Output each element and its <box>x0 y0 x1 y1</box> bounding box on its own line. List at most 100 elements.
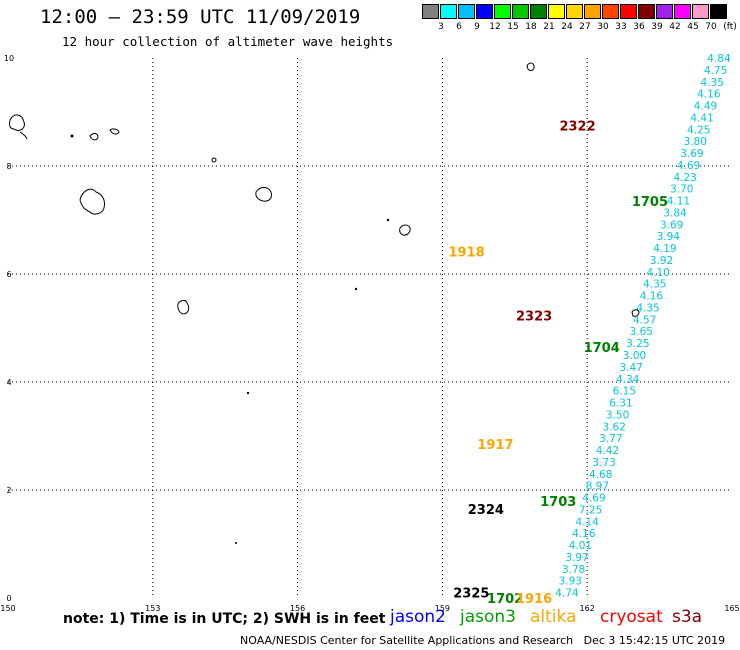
swh-value: 3.97 <box>565 552 588 564</box>
island-dot <box>70 134 74 138</box>
swh-value: 8.97 <box>586 481 609 493</box>
swh-value: 6.15 <box>613 386 636 398</box>
island-outline <box>631 309 640 317</box>
track-times: 2322 1705 1918 2323 1704 1917 1703 2324 23251702… <box>448 120 668 608</box>
island-outline <box>177 300 190 315</box>
colorbar-swatch <box>494 4 511 19</box>
swh-value: 4.35 <box>636 302 659 314</box>
x-tick-label: 162 <box>580 604 595 613</box>
swh-value: 4.74 <box>555 588 579 600</box>
swh-value: 3.00 <box>623 350 646 362</box>
swh-value: 4.16 <box>697 89 721 101</box>
colorbar-swatch <box>584 4 601 19</box>
swh-value: 4.34 <box>616 374 640 386</box>
colorbar-label: 15 <box>507 22 519 32</box>
swh-value: 3.25 <box>626 338 649 350</box>
swh-value: 4.19 <box>653 243 676 255</box>
colorbar-label: 9 <box>474 22 480 32</box>
satellite-legend-jason2: jason2 <box>390 607 446 627</box>
swh-value: 4.84 <box>707 53 731 65</box>
pass-time-label: 1917 <box>477 438 513 453</box>
colorbar-swatch <box>458 4 475 19</box>
colorbar-swatch <box>710 4 727 19</box>
swh-value: 4.14 <box>576 516 600 528</box>
colorbar-swatch <box>656 4 673 19</box>
swh-value: 6.31 <box>609 398 632 410</box>
swh-value: 3.69 <box>660 219 683 231</box>
colorbar-label: 27 <box>579 22 591 32</box>
swh-value: 3.84 <box>663 207 687 219</box>
colorbar-swatch <box>602 4 619 19</box>
swh-value: 4.69 <box>677 160 700 172</box>
colorbar-label: 30 <box>597 22 609 32</box>
swh-value: 4.69 <box>582 493 605 505</box>
island-outline <box>526 62 535 71</box>
swh-value: 3.77 <box>599 433 622 445</box>
colorbar-swatch <box>566 4 583 19</box>
coastlines <box>9 62 640 544</box>
swh-value: 4.16 <box>640 291 664 303</box>
y-tick-label: 6 <box>6 270 11 279</box>
swh-value: 4.49 <box>694 101 717 113</box>
colorbar-label: 36 <box>633 22 645 32</box>
colorbar-swatch <box>440 4 457 19</box>
pass-time-label: 1705 <box>632 195 668 210</box>
island-dot <box>354 287 358 291</box>
colorbar-swatch <box>476 4 493 19</box>
colorbar-label: 12 <box>489 22 501 32</box>
swh-value: 4.25 <box>687 124 710 136</box>
swh-value: 4.23 <box>673 172 696 184</box>
swh-value: 4.01 <box>569 540 592 552</box>
pass-time-label: 1702 <box>487 592 523 607</box>
pass-time-label: 1918 <box>448 245 484 260</box>
island-outline <box>89 128 120 141</box>
colorbar-label: 39 <box>651 22 663 32</box>
swh-value: 3.47 <box>619 362 642 374</box>
island-dot <box>211 157 217 163</box>
colorbar-swatch <box>512 4 529 19</box>
pass-time-label: 2325 <box>453 587 489 602</box>
pass-time-label: 1916 <box>516 592 552 607</box>
x-tick-label: 153 <box>145 604 160 613</box>
swh-value: 4.10 <box>646 267 669 279</box>
swh-value: 3.62 <box>603 421 626 433</box>
colorbar-swatch <box>638 4 655 19</box>
colorbar-swatch <box>422 4 439 19</box>
island-dot <box>246 391 250 395</box>
x-tick-label: 165 <box>724 604 739 613</box>
pass-time-label: 1704 <box>584 341 620 356</box>
colorbar-swatch <box>548 4 565 19</box>
track-values: 4.844.754.354.164.494.414.253.803.694.69… <box>555 53 731 600</box>
y-tick-label: 0 <box>6 594 11 603</box>
satellite-legend-cryosat: cryosat <box>600 607 663 627</box>
swh-value: 3.50 <box>606 409 629 421</box>
y-tick-label: 2 <box>6 486 11 495</box>
y-tick-label: 8 <box>6 162 11 171</box>
credit-line: NOAA/NESDIS Center for Satellite Applica… <box>240 634 725 647</box>
swh-value: 3.78 <box>562 564 585 576</box>
swh-value: 4.68 <box>589 469 612 481</box>
colorbar-unit: (ft) <box>723 22 737 32</box>
colorbar-label: 18 <box>525 22 537 32</box>
swh-value: 3.94 <box>657 231 681 243</box>
swh-value: 4.41 <box>690 112 713 124</box>
colorbar-swatch <box>620 4 637 19</box>
swh-value: 3.93 <box>559 576 582 588</box>
pass-time-label: 2323 <box>516 310 552 325</box>
x-tick-label: 156 <box>290 604 305 613</box>
swh-value: 4.16 <box>572 528 596 540</box>
island-outline <box>79 188 105 215</box>
colorbar-label: 24 <box>561 22 573 32</box>
satellite-legend-jason3: jason3 <box>460 607 516 627</box>
colorbar-swatch <box>674 4 691 19</box>
x-tick-label: 159 <box>435 604 450 613</box>
credit-text: NOAA/NESDIS Center for Satellite Applica… <box>240 634 574 647</box>
credit-timestamp: Dec 3 15:42:15 UTC 2019 <box>583 634 726 647</box>
colorbar-label: 70 <box>705 22 717 32</box>
island-outline <box>399 224 411 236</box>
island-dot <box>386 218 390 222</box>
swh-value: 3.69 <box>680 148 703 160</box>
colorbar-label: 45 <box>687 22 699 32</box>
swh-value: 4.57 <box>633 314 656 326</box>
